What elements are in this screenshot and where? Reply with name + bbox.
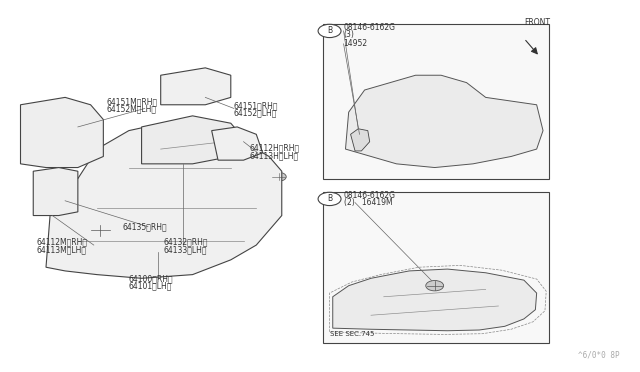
Polygon shape [20,97,103,167]
Circle shape [318,192,341,206]
Text: 64152〈LH〉: 64152〈LH〉 [234,109,277,118]
Circle shape [89,224,111,237]
Circle shape [352,134,367,143]
Polygon shape [351,129,370,151]
Text: ^6/0*0 8P: ^6/0*0 8P [578,350,620,359]
Text: B: B [327,195,332,203]
Text: (2)   16419M: (2) 16419M [344,198,392,207]
Text: FRONT: FRONT [524,18,550,27]
Text: 14952: 14952 [344,39,368,48]
Text: B: B [327,26,332,35]
Polygon shape [346,75,543,167]
Circle shape [429,113,465,134]
Text: 64152M〈LH〉: 64152M〈LH〉 [106,105,157,114]
Polygon shape [141,116,244,164]
Polygon shape [212,127,262,160]
Text: 64151〈RH〉: 64151〈RH〉 [234,101,278,110]
Text: 64132〈RH〉: 64132〈RH〉 [164,238,209,247]
Text: 08146-6162G: 08146-6162G [344,192,396,201]
Text: 64113M〈LH〉: 64113M〈LH〉 [36,245,86,254]
FancyBboxPatch shape [323,192,549,343]
Polygon shape [46,119,282,278]
Polygon shape [333,269,537,331]
Text: 08146-6162G: 08146-6162G [344,23,396,32]
Text: 64113H〈LH〉: 64113H〈LH〉 [250,151,299,160]
Text: 64100〈RH〉: 64100〈RH〉 [129,274,173,283]
Text: 64133〈LH〉: 64133〈LH〉 [164,245,207,254]
Text: (3): (3) [344,30,355,39]
FancyBboxPatch shape [323,23,549,179]
Circle shape [271,172,286,181]
Text: SEE SEC.745: SEE SEC.745 [330,331,374,337]
Text: 64112H〈RH〉: 64112H〈RH〉 [250,144,300,153]
Polygon shape [161,68,231,105]
Text: 64101〈LH〉: 64101〈LH〉 [129,281,172,290]
Polygon shape [33,167,78,215]
Text: 64112M〈RH〉: 64112M〈RH〉 [36,238,88,247]
Text: 64135〈RH〉: 64135〈RH〉 [122,222,167,231]
Circle shape [426,280,444,291]
Circle shape [318,24,341,38]
Text: 64151M〈RH〉: 64151M〈RH〉 [106,97,157,106]
